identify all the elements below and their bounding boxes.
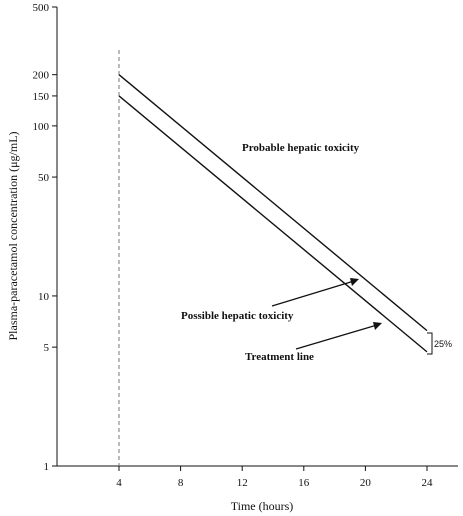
arrow-possible-toxicity	[271, 280, 355, 307]
series-line-2	[118, 95, 428, 353]
y-tick-label: 100	[33, 121, 50, 133]
series-line-1	[118, 74, 428, 332]
arrowhead-treatment-line	[373, 322, 382, 330]
x-tick-label: 24	[422, 477, 434, 489]
x-tick-label: 20	[360, 477, 372, 489]
y-tick-label: 200	[33, 70, 50, 82]
x-tick-label: 8	[178, 477, 184, 489]
series-lines	[118, 74, 428, 353]
y-tick-label: 500	[33, 2, 50, 14]
y-tick-label: 50	[38, 172, 50, 184]
bracket-label: 25%	[434, 339, 452, 349]
x-tick-label: 12	[237, 477, 248, 489]
bracket-25-percent	[427, 332, 433, 355]
annotation-possible-toxicity: Possible hepatic toxicity	[181, 310, 294, 322]
arrowhead-possible-toxicity	[350, 278, 359, 286]
annotation-probable-toxicity: Probable hepatic toxicity	[242, 142, 360, 154]
y-axis-title: Plasma-paracetamol concentration (μg/mL)	[6, 131, 20, 340]
y-ticks: 1 5 10 50 100 150 200 500	[33, 2, 57, 473]
y-tick-label: 10	[38, 291, 50, 303]
arrow-treatment-line	[295, 324, 378, 350]
y-tick-label: 1	[44, 461, 50, 473]
x-ticks: 4 8 12 16 20 24	[116, 466, 433, 489]
x-tick-label: 4	[116, 477, 122, 489]
annotation-treatment-line: Treatment line	[245, 351, 314, 363]
y-tick-label: 5	[44, 342, 50, 354]
y-tick-label: 150	[33, 91, 50, 103]
x-axis-title: Time (hours)	[231, 499, 294, 513]
x-tick-label: 16	[298, 477, 310, 489]
